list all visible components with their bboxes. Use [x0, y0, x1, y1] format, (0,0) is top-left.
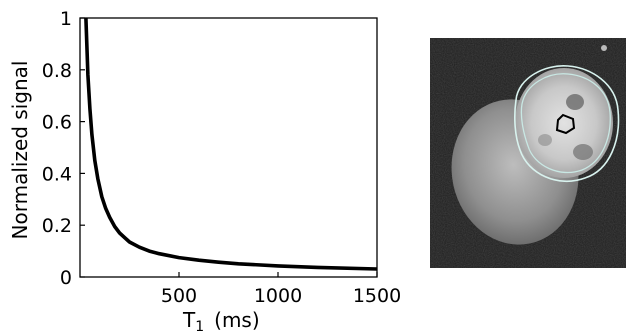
x-axis-label: T1 (ms) [182, 308, 260, 335]
epicardial-contour [514, 65, 620, 183]
y-axis: 0 0.2 0.4 0.6 0.8 1 [42, 8, 85, 289]
signal-curve [84, 17, 378, 271]
myocardium [515, 68, 613, 178]
plot-frame [79, 17, 378, 278]
y-tick-label: 0.6 [42, 112, 72, 134]
roi-contour [555, 113, 576, 135]
y-tick-label: 0.4 [42, 163, 72, 185]
chart: 500 1000 1500 0 0.2 0.4 0.6 0.8 1 Normalized si… [8, 8, 401, 335]
y-tick-label: 0 [60, 267, 72, 289]
dark-spot [538, 134, 552, 146]
x-axis-label-subscript: 1 [195, 319, 204, 335]
x-axis: 500 1000 1500 [161, 272, 401, 307]
x-tick-label: 500 [161, 285, 197, 307]
dark-spot [566, 94, 584, 110]
x-axis-label-unit: (ms) [214, 308, 260, 332]
endocardial-contour [520, 73, 611, 174]
x-tick-label: 1000 [254, 285, 302, 307]
mri-image-panel [430, 38, 626, 268]
y-axis-label: Normalized signal [8, 61, 32, 240]
x-axis-label-main: T [182, 308, 196, 332]
x-tick-label: 1500 [353, 285, 401, 307]
y-tick-label: 1 [60, 8, 72, 30]
y-tick-label: 0.2 [42, 215, 72, 237]
y-tick-label: 0.8 [42, 60, 72, 82]
dark-spot [573, 144, 593, 160]
bright-speck [601, 45, 607, 51]
